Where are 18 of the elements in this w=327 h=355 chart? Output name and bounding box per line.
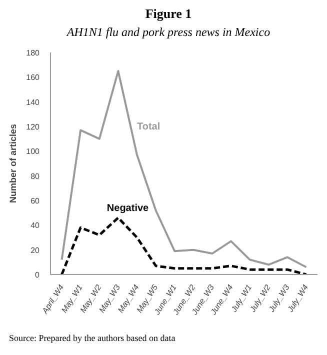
line-series	[60, 216, 308, 274]
y-tick-label: 100	[26, 147, 40, 156]
series-label: Negative	[106, 203, 150, 214]
y-tick-label: 120	[26, 122, 40, 132]
y-tick-label: 160	[26, 73, 40, 82]
y-tick-label: 0	[35, 270, 40, 280]
y-axis-title: Number of articles	[8, 124, 18, 204]
y-tick-label: 80	[30, 172, 40, 181]
source-note: Source: Prepared by the authors based on data	[8, 332, 176, 345]
y-tick-label: 180	[26, 48, 40, 58]
y-tick-label: 140	[26, 98, 40, 107]
y-tick-label: 60	[30, 196, 40, 206]
y-tick-label: 40	[30, 221, 40, 230]
series-label: Total	[136, 122, 160, 133]
chart-subtitle: AH1N1 flu and pork press news in Mexico	[66, 24, 270, 39]
chart-title: Figure 1	[145, 6, 192, 21]
line-series	[60, 70, 308, 268]
y-tick-label: 20	[30, 246, 40, 255]
